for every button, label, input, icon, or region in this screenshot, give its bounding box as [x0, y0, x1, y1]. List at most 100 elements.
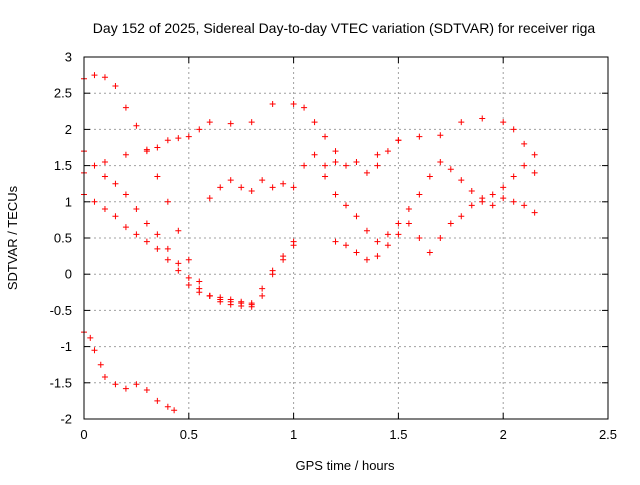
x-tick-label: 0.5: [180, 427, 198, 442]
data-point: [143, 387, 150, 394]
data-point: [458, 213, 465, 220]
data-point: [395, 137, 402, 144]
data-point: [384, 231, 391, 238]
data-point: [280, 253, 287, 260]
data-point: [416, 235, 423, 241]
grid-layer: [84, 57, 608, 419]
data-point: [458, 177, 465, 184]
data-point: [91, 72, 98, 79]
data-point: [122, 104, 129, 111]
data-point: [101, 206, 108, 213]
data-point: [175, 267, 182, 274]
data-point: [405, 220, 412, 227]
points-layer: [81, 72, 538, 414]
data-point: [101, 74, 108, 81]
data-point: [206, 119, 213, 126]
data-point: [154, 231, 161, 238]
series-sat-h: [81, 329, 178, 414]
data-point: [133, 231, 140, 238]
data-point: [343, 202, 349, 209]
data-point: [122, 191, 129, 198]
data-point: [332, 158, 339, 165]
data-point: [91, 162, 98, 169]
data-point: [112, 180, 119, 187]
data-point: [164, 245, 171, 252]
data-point: [500, 184, 507, 191]
data-point: [154, 397, 161, 404]
data-point: [458, 119, 465, 126]
series-sat-g: [322, 158, 538, 245]
data-point: [353, 158, 360, 165]
data-point: [143, 148, 150, 155]
data-point: [97, 361, 104, 368]
data-point: [91, 347, 98, 354]
data-point: [227, 120, 234, 127]
y-tick-label: -0.5: [50, 303, 72, 318]
data-point: [269, 267, 276, 274]
x-tick-label: 0: [80, 427, 87, 442]
data-point: [175, 227, 182, 234]
data-point: [175, 260, 182, 267]
data-point: [468, 187, 475, 194]
data-point: [259, 285, 266, 292]
y-tick-label: 1: [65, 194, 72, 209]
data-point: [510, 126, 517, 133]
data-point: [416, 191, 423, 198]
data-point: [343, 242, 349, 249]
data-point: [259, 292, 266, 299]
data-point: [479, 115, 486, 122]
data-point: [175, 135, 182, 142]
y-tick-label: 0: [65, 267, 72, 282]
data-point: [133, 381, 140, 388]
data-point: [238, 298, 245, 305]
data-point: [290, 101, 297, 108]
data-point: [227, 296, 234, 303]
data-point: [416, 133, 423, 140]
x-tick-label: 1: [290, 427, 297, 442]
y-tick-label: -1: [60, 339, 72, 354]
data-point: [489, 191, 496, 198]
data-point: [437, 158, 444, 165]
data-point: [311, 119, 318, 126]
data-point: [185, 256, 192, 263]
data-point: [322, 133, 329, 140]
data-point: [447, 166, 454, 173]
data-point: [521, 162, 528, 169]
data-point: [154, 173, 161, 180]
data-point: [171, 407, 178, 414]
data-point: [374, 238, 381, 245]
data-point: [133, 206, 140, 213]
data-point: [479, 198, 486, 205]
data-point: [437, 132, 444, 139]
y-tick-label: 2.5: [54, 86, 72, 101]
data-point: [206, 195, 213, 202]
x-tick-label: 1.5: [389, 427, 407, 442]
data-point: [322, 162, 329, 169]
data-point: [143, 238, 150, 245]
data-point: [217, 184, 224, 191]
data-point: [164, 198, 171, 205]
data-point: [101, 158, 108, 165]
data-point: [489, 202, 496, 209]
data-point: [374, 253, 381, 260]
data-point: [227, 177, 234, 184]
data-point: [332, 148, 339, 155]
data-point: [363, 256, 370, 263]
data-point: [531, 209, 538, 216]
data-point: [363, 169, 370, 176]
data-point: [185, 274, 192, 281]
data-point: [290, 238, 297, 245]
chart-title: Day 152 of 2025, Sidereal Day-to-day VTE…: [93, 20, 596, 36]
data-point: [384, 148, 391, 155]
series-sat-a: [81, 72, 255, 310]
y-tick-label: 3: [65, 50, 72, 65]
series-sat-d: [81, 101, 538, 176]
data-point: [185, 282, 192, 289]
data-point: [311, 151, 318, 158]
x-axis-label: GPS time / hours: [296, 458, 395, 473]
data-point: [353, 249, 360, 256]
data-point: [122, 385, 129, 392]
data-point: [154, 245, 161, 252]
